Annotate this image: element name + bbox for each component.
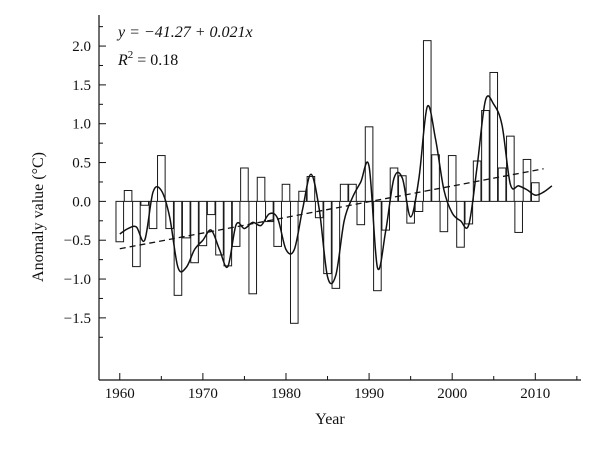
x-tick-label: 2010 [520,386,550,402]
bar-1988 [348,183,357,202]
y-tick-label: −0.5 [64,233,91,249]
r-squared-exponent: 2 [128,49,134,61]
bar-1976 [248,200,258,295]
bar-1965 [157,155,166,202]
y-tick-label: 0.0 [72,194,91,210]
bar-2004 [481,110,490,202]
bar-1968 [181,200,191,239]
x-tick-label: 1960 [105,386,135,402]
x-tick-label: 1990 [354,386,384,402]
bar-1972 [215,200,224,256]
bar-1977 [256,176,266,202]
bar-1998 [431,154,440,202]
bar-1980 [281,183,291,202]
bar-2006 [497,167,507,202]
bar-1991 [373,200,382,292]
regression-equation: y = −41.27 + 0.021x [116,24,253,41]
bar-1963 [140,200,150,206]
y-axis-title: Anomaly value (°C) [30,152,47,282]
bar-1978 [265,200,274,223]
y-tick-label: 0.5 [72,156,91,172]
bar-2010 [530,182,540,202]
r-squared-label: R [117,52,128,69]
bar-2001 [456,200,465,248]
x-tick-label: 1970 [188,386,218,402]
axes-layer: −1.5 −1.0 −0.5 0.0 0.5 1.0 1.5 2.0 1960 1970 1980 1… [64,15,581,402]
bar-1975 [240,167,249,202]
bar-1982 [298,190,307,202]
bar-1971 [206,200,216,216]
y-tick-label: 2.0 [72,39,91,55]
bar-1986 [331,200,341,289]
linear-trend-line [119,168,544,250]
bar-2009 [522,158,532,202]
regression-equation-text: y = −41.27 + 0.021x [116,24,253,41]
bar-1997 [422,40,432,202]
bar-1987 [339,183,349,202]
bar-1996 [414,200,424,212]
bar-1967 [173,200,183,296]
y-tick-label: −1.5 [64,311,91,327]
bar-1993 [389,167,399,202]
bar-1989 [356,200,366,226]
bar-2005 [489,71,499,202]
bar-1969 [190,200,199,264]
trend-line-layer [119,168,544,250]
y-tick-label: 1.5 [72,78,91,94]
bar-1970 [198,200,208,247]
y-tick-label: 1.0 [72,117,91,133]
y-tick-label: −1.0 [64,272,91,288]
r-squared: R2 = 0.18 [117,49,178,69]
bar-1961 [123,190,133,202]
bar-2000 [447,155,457,202]
bar-1979 [273,200,282,247]
bar-2007 [506,135,515,202]
x-tick-label: 2000 [437,386,467,402]
bar-1999 [439,200,449,233]
bar-2008 [514,200,523,233]
bar-1981 [289,200,299,324]
x-axis-title: Year [315,411,345,428]
bar-1960 [115,200,125,243]
r-squared-value: = 0.18 [137,52,178,69]
bar-1994 [398,175,407,202]
x-tick-label: 1980 [271,386,301,402]
bars-layer [115,40,540,324]
smooth-line-layer [119,95,553,285]
bar-1995 [406,200,415,224]
smoothed-anomaly-line [119,95,553,285]
